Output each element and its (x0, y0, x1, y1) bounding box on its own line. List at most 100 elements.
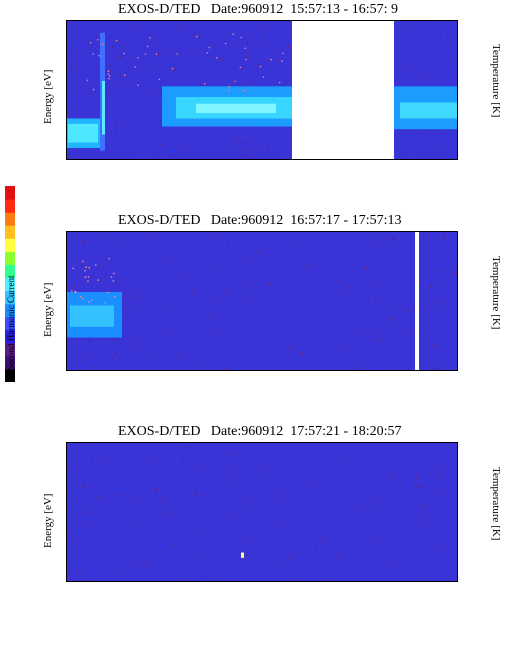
panel1-speckle (98, 54, 101, 57)
panel3-noise (322, 479, 324, 482)
panel3-noise (236, 454, 238, 457)
panel2-noise (113, 339, 115, 342)
panel1-noise (172, 127, 173, 131)
panel1-speckle (155, 53, 158, 55)
panel1-noise (203, 69, 205, 71)
panel1-speckle (123, 52, 125, 55)
panel2-noise (154, 316, 156, 318)
panel3-noise (101, 551, 103, 555)
panel2-speckle (87, 276, 90, 278)
panel1-noise (184, 74, 186, 77)
panel3-noise (237, 509, 238, 512)
panel2-title: EXOS-D/TED Date:960912 16:57:17 - 17:57:… (118, 213, 402, 228)
panel2-noise (83, 273, 84, 276)
panel3-frame (66, 442, 458, 582)
panel3-noise (400, 483, 402, 485)
panel1-noise (276, 136, 278, 139)
panel3-noise (399, 522, 401, 526)
panel3-noise (225, 522, 227, 525)
panel1-noise (135, 27, 137, 30)
panel2-noise (265, 321, 267, 324)
panel2-noise (386, 258, 388, 260)
panel2-temperature-axis-label: Temperature [K] (490, 256, 502, 330)
panel3-noise (396, 559, 398, 562)
panel2-speckle (113, 272, 115, 275)
panel3-noise (353, 561, 355, 565)
panel2-noise (88, 339, 90, 343)
panel1-speckle (96, 39, 99, 41)
panel1-noise (169, 53, 171, 56)
colorbar-label: Second Harmonic Current (6, 275, 16, 370)
panel2-noise (199, 259, 201, 262)
panel1-noise (154, 99, 156, 102)
panel2-noise (235, 341, 236, 345)
panel3-noise (406, 483, 407, 487)
panel1-noise (413, 26, 415, 29)
panel2-speckle (108, 257, 110, 260)
panel3-noise (229, 514, 231, 517)
panel1-noise (199, 34, 201, 38)
panel3-noise (191, 558, 193, 560)
panel3-noise (365, 455, 366, 457)
panel1-spectrogram (66, 20, 458, 160)
panel1-noise (224, 51, 226, 54)
panel1-speckle (195, 35, 198, 38)
panel1-noise (98, 40, 99, 42)
panel2-noise (394, 348, 396, 351)
panel1-noise (246, 150, 248, 153)
panel1-speckle (228, 89, 230, 92)
panel2-noise (304, 359, 306, 363)
panel3-temperature-axis-label: Temperature [K] (490, 467, 502, 541)
panel2-noise (308, 265, 309, 268)
panel3-noise (268, 552, 270, 554)
panel3-noise (376, 542, 378, 544)
panel2-noise (342, 283, 344, 285)
panel3-noise (377, 449, 379, 451)
panel3-noise (74, 534, 76, 537)
panel2-noise (212, 328, 214, 331)
panel1-speckle (171, 68, 174, 70)
panel2-noise (250, 294, 252, 296)
panel1-noise (437, 66, 439, 69)
panel1-noise (119, 51, 121, 54)
panel3-noise (391, 483, 393, 486)
panel3-noise (336, 572, 337, 574)
panel2-noise (394, 242, 396, 244)
panel3-noise (363, 487, 365, 490)
panel2-noise (84, 240, 85, 244)
panel3-noise (362, 494, 364, 496)
panel3-noise (228, 453, 230, 456)
colorbar-segment (5, 329, 15, 344)
panel2-noise (103, 287, 105, 289)
panel3-noise (349, 520, 351, 523)
panel3-noise (252, 482, 253, 484)
panel2-noise (257, 270, 259, 272)
panel2-noise (451, 253, 453, 257)
panel2-noise (337, 285, 339, 288)
panel1-noise (454, 79, 456, 83)
panel2-noise (304, 317, 306, 320)
panel2-noise (260, 268, 262, 271)
panel1-noise (121, 61, 122, 64)
panel1-noise (288, 45, 290, 49)
panel1-noise (113, 82, 115, 86)
panel1-noise (112, 138, 114, 141)
panel2-noise (436, 367, 438, 370)
colorbar-segment (5, 251, 15, 265)
panel3-noise (285, 538, 287, 542)
panel3-noise (421, 524, 423, 526)
panel3-noise (367, 474, 369, 476)
panel1-speckle (137, 84, 139, 86)
panel1-noise (214, 149, 216, 152)
panel3-noise (207, 574, 209, 578)
panel1-noise (138, 112, 140, 114)
panel2-noise (208, 317, 210, 319)
panel2-noise (221, 246, 222, 248)
panel3-noise (78, 545, 80, 547)
panel1-noise (132, 25, 134, 27)
panel2-noise (394, 235, 396, 237)
panel2-noise (125, 315, 127, 318)
colorbar (5, 186, 15, 382)
panel2-noise (323, 364, 325, 368)
panel3-noise (413, 518, 415, 521)
